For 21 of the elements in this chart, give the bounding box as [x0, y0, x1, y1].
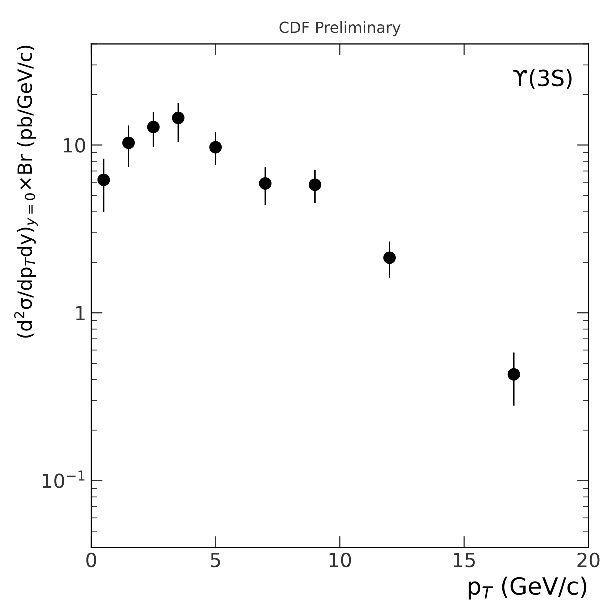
point	[122, 136, 136, 150]
point	[508, 368, 520, 381]
x-tick-label: 15	[454, 553, 476, 568]
annotation: ϒ(3S)	[514, 69, 572, 90]
point	[98, 174, 110, 186]
x-tick-label: 10	[330, 552, 352, 568]
point	[259, 177, 272, 190]
point	[147, 121, 160, 134]
x-axis-title: p$_{T}$ (GeV/c)	[468, 576, 587, 600]
chart-title: CDF Preliminary	[280, 21, 401, 36]
point	[384, 252, 396, 264]
y-tick-label: 1	[76, 306, 85, 320]
x-tick-label: 20	[578, 552, 600, 568]
point	[308, 178, 322, 192]
y-tick-label: 10	[64, 138, 86, 153]
y-axis-title: (d$^{2}$σ/dp$_{T}$dy)$_{y=0}$×Br (pb/GeV/c)	[14, 46, 38, 338]
point	[210, 141, 222, 154]
x-tick-label: 5	[211, 553, 220, 568]
x-tick-label: 0	[86, 552, 96, 568]
point	[172, 112, 185, 124]
y-tick-label: 10$^{−1}$	[43, 470, 85, 488]
